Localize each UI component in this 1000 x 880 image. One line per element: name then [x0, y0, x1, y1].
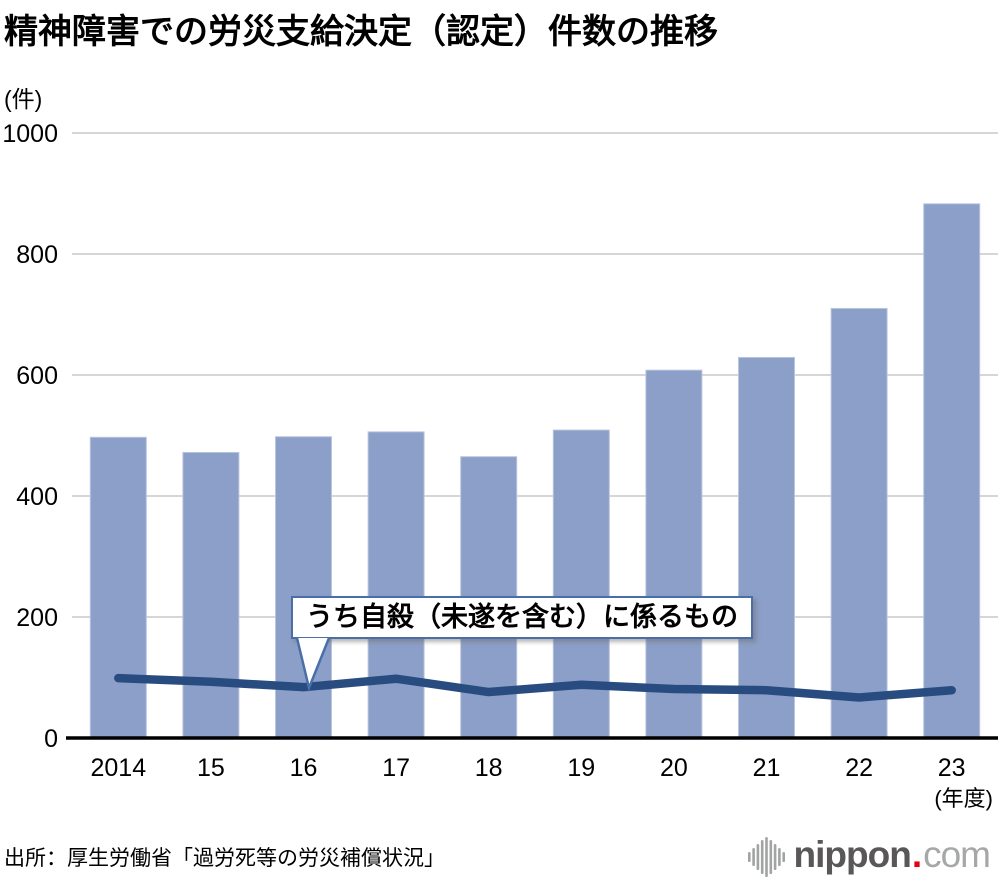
y-tick-label-400: 400 [16, 483, 58, 511]
y-tick-label-200: 200 [16, 604, 58, 632]
x-tick-label-15: 15 [197, 754, 225, 782]
line-series-callout: うち自殺（未遂を含む）に係るもの [291, 596, 753, 639]
logo-red-dot: . [911, 834, 923, 875]
x-axis-suffix-label: (年度) [934, 786, 993, 811]
chart-title: 精神障害での労災支給決定（認定）件数の推移 [4, 13, 718, 51]
y-axis-unit-label: (件) [4, 86, 43, 112]
x-tick-label-18: 18 [475, 754, 503, 782]
callout-tail-fill [297, 638, 329, 688]
bar-17 [367, 431, 425, 739]
x-tick-label-23: 23 [938, 754, 966, 782]
bar-15 [182, 451, 240, 739]
y-tick-label-600: 600 [16, 362, 58, 390]
bar-22 [830, 307, 888, 739]
x-tick-label-21: 21 [753, 754, 781, 782]
bar-2014 [89, 436, 147, 739]
logo-text-com: com [923, 834, 991, 875]
x-tick-label-20: 20 [660, 754, 688, 782]
y-tick-label-1000: 1000 [2, 120, 58, 148]
x-tick-label-22: 22 [845, 754, 873, 782]
callout-tail [295, 637, 331, 693]
y-tick-label-800: 800 [16, 241, 58, 269]
logo-text-nippon: nippon [793, 834, 912, 875]
line-series-suicide [114, 673, 956, 702]
bar-23 [923, 203, 981, 739]
callout-tail-border [295, 637, 331, 693]
bar-20 [645, 369, 703, 739]
soundwave-icon [747, 837, 785, 877]
nippon-com-logo: nippon. com [747, 833, 991, 877]
x-tick-label-2014: 2014 [90, 754, 146, 782]
bar-21 [738, 356, 795, 739]
x-tick-label-17: 17 [382, 754, 410, 782]
y-tick-label-0: 0 [44, 725, 58, 753]
x-tick-label-19: 19 [567, 754, 595, 782]
bar-19 [552, 429, 610, 739]
x-tick-label-16: 16 [290, 754, 318, 782]
source-note: 出所：厚生労働省「過労死等の労災補償状況」 [4, 847, 445, 870]
bar-line-chart: 0 200 400 600 800 1000 2014 15 16 17 18 19 20 21 22 23 (… [2, 120, 998, 811]
